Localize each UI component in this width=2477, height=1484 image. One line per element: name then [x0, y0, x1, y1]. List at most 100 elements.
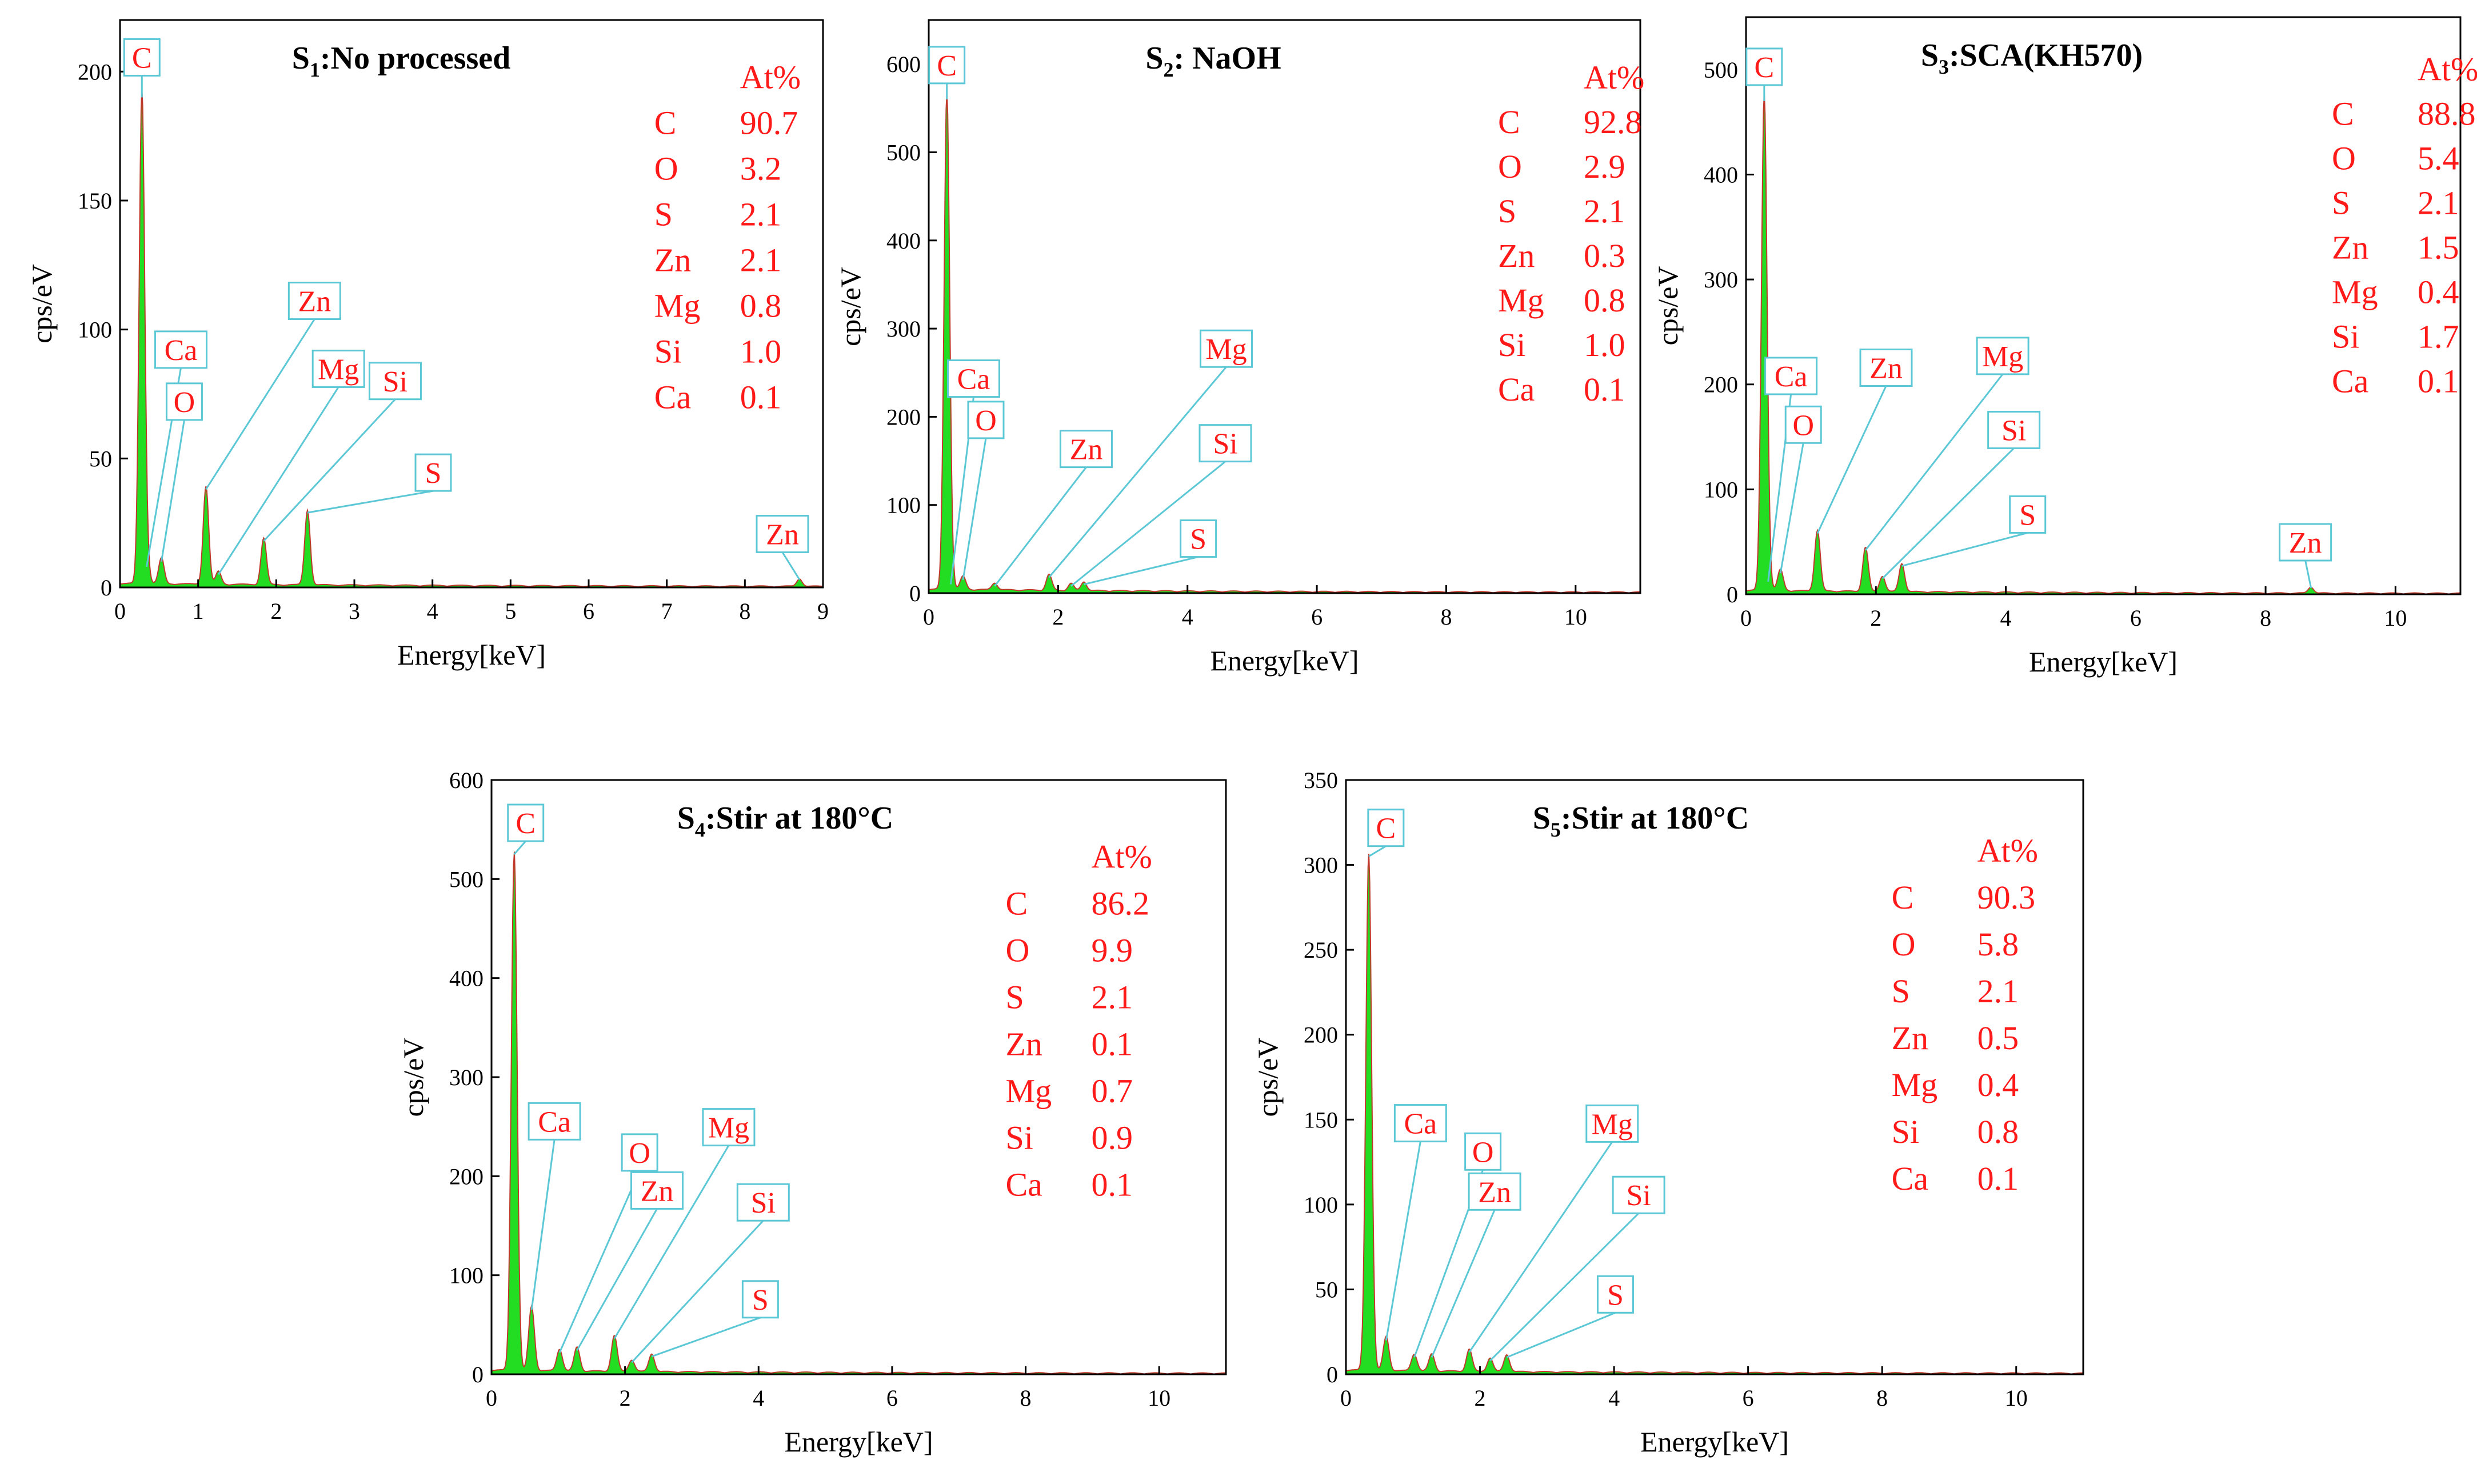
element-at-percent: 1.5 — [2418, 229, 2459, 266]
element-at-percent: 86.2 — [1092, 885, 1150, 922]
y-tick-label: 300 — [1304, 853, 1338, 878]
peak-label: S — [425, 457, 442, 490]
x-tick-label: 3 — [349, 598, 360, 624]
y-tick-label: 300 — [1704, 267, 1738, 293]
peak-leader-line — [1901, 531, 2028, 567]
peak-label-box — [123, 38, 161, 77]
element-at-percent: 0.7 — [1092, 1073, 1133, 1110]
spectrum-area — [1345, 854, 2084, 1375]
peak-label: Si — [1213, 428, 1237, 461]
spectrum-area — [491, 851, 1226, 1375]
peak-label: Zn — [766, 518, 799, 551]
chart-title: S5:Stir at 180°C — [1533, 801, 1749, 841]
peak-label-box — [507, 803, 545, 842]
peak-label: Ca — [1404, 1108, 1437, 1141]
peak-label-box — [287, 281, 341, 320]
element-at-percent: 2.1 — [1977, 973, 2019, 1010]
peak-label: Mg — [318, 353, 359, 386]
peak-label: Ca — [957, 363, 990, 396]
peak-label-box — [756, 514, 809, 553]
element-symbol: Mg — [1006, 1073, 1052, 1110]
spectrum-area — [1745, 92, 2461, 595]
peak-leader-line — [513, 841, 526, 855]
y-tick-label: 400 — [1704, 162, 1738, 187]
element-at-percent: 2.1 — [1092, 979, 1133, 1016]
x-tick-label: 5 — [505, 598, 516, 624]
element-symbol: Zn — [2332, 229, 2368, 266]
y-tick-label: 50 — [1315, 1277, 1338, 1302]
peak-leader-line — [781, 551, 801, 581]
y-tick-label: 0 — [1327, 1362, 1338, 1387]
element-symbol: Ca — [1006, 1166, 1042, 1203]
element-at-percent: 0.9 — [1092, 1119, 1133, 1157]
peak-label-box — [1464, 1132, 1502, 1171]
element-at-percent: 0.1 — [1092, 1166, 1133, 1203]
peak-label-box — [165, 382, 203, 421]
element-at-percent: 0.1 — [2418, 363, 2459, 400]
element-at-percent: 0.4 — [2418, 274, 2459, 311]
peak-label: C — [937, 50, 957, 82]
plot-frame — [1745, 16, 2462, 595]
peak-label-box — [1745, 47, 1783, 86]
peak-label-box — [1784, 405, 1822, 444]
x-axis-title: Energy[keV] — [1640, 1426, 1789, 1458]
peak-label-box — [2009, 495, 2047, 534]
peak-leader-line — [217, 386, 339, 575]
at-percent-header: At% — [740, 59, 801, 96]
element-at-percent: 0.4 — [1977, 1066, 2019, 1103]
chart-title: S4:Stir at 180°C — [677, 801, 893, 841]
x-tick-label: 0 — [114, 598, 126, 624]
peak-label-box — [621, 1133, 658, 1172]
peak-label: Si — [751, 1187, 776, 1219]
x-tick-label: 6 — [886, 1385, 898, 1411]
element-at-percent: 0.8 — [1977, 1113, 2019, 1150]
x-tick-label: 2 — [1870, 605, 1881, 631]
x-tick-label: 1 — [193, 598, 204, 624]
peak-label: O — [174, 386, 195, 419]
peak-label-box — [946, 359, 1000, 398]
element-at-percent: 0.3 — [1584, 237, 1625, 274]
eds-chart-s1: 0 1 2 3 4 5 6 7 8 9 0 50 100 150 200 Energy[keV] cps/eV S… — [26, 19, 829, 671]
peak-label: Mg — [708, 1112, 749, 1145]
y-axis-title: cps/eV — [1652, 266, 1684, 346]
plot-frame — [119, 19, 824, 589]
peak-label-box — [736, 1183, 790, 1222]
x-tick-label: 6 — [1743, 1385, 1754, 1411]
element-symbol: S — [1006, 979, 1024, 1016]
spectrum-area — [119, 89, 824, 588]
peak-label-box — [1612, 1175, 1665, 1214]
x-tick-label: 4 — [427, 598, 438, 624]
element-symbol: Mg — [1892, 1066, 1938, 1103]
y-tick-label: 200 — [449, 1163, 484, 1189]
element-symbol: S — [1498, 193, 1516, 230]
peak-leader-line — [530, 1139, 556, 1310]
peak-leader-line — [1431, 1209, 1496, 1358]
peak-label: Zn — [298, 285, 331, 318]
x-tick-label: 2 — [620, 1385, 631, 1411]
peak-label-box — [2279, 523, 2332, 562]
peak-label: Zn — [1478, 1176, 1511, 1209]
element-symbol: Zn — [654, 242, 691, 279]
element-symbol: Ca — [654, 379, 691, 416]
eds-chart-s3: 0 2 4 6 8 100100200300400500Energy[keV]cps/eV… — [1652, 16, 2477, 678]
x-axis-title: Energy[keV] — [397, 639, 546, 671]
peak-label: Si — [2001, 414, 2026, 447]
peak-label: C — [516, 807, 536, 840]
peak-label: S — [2019, 499, 2036, 531]
peak-leader-line — [1864, 373, 2004, 551]
element-symbol: Ca — [1498, 371, 1535, 408]
x-tick-label: 6 — [1311, 604, 1323, 630]
chart-title: S1:No processed — [292, 41, 511, 81]
y-tick-label: 300 — [886, 316, 921, 342]
element-at-percent: 5.4 — [2418, 140, 2459, 177]
element-symbol: S — [2332, 185, 2350, 222]
x-tick-label: 0 — [1340, 1385, 1352, 1411]
peak-leader-line — [1070, 461, 1226, 587]
y-tick-label: 500 — [1704, 57, 1738, 83]
peak-label: Zn — [641, 1175, 674, 1207]
peak-label-box — [1393, 1104, 1447, 1143]
x-tick-label: 8 — [1020, 1385, 1032, 1411]
peak-label: Zn — [2289, 527, 2322, 559]
element-at-percent: 2.1 — [740, 242, 782, 279]
plot-frame — [928, 19, 1641, 594]
